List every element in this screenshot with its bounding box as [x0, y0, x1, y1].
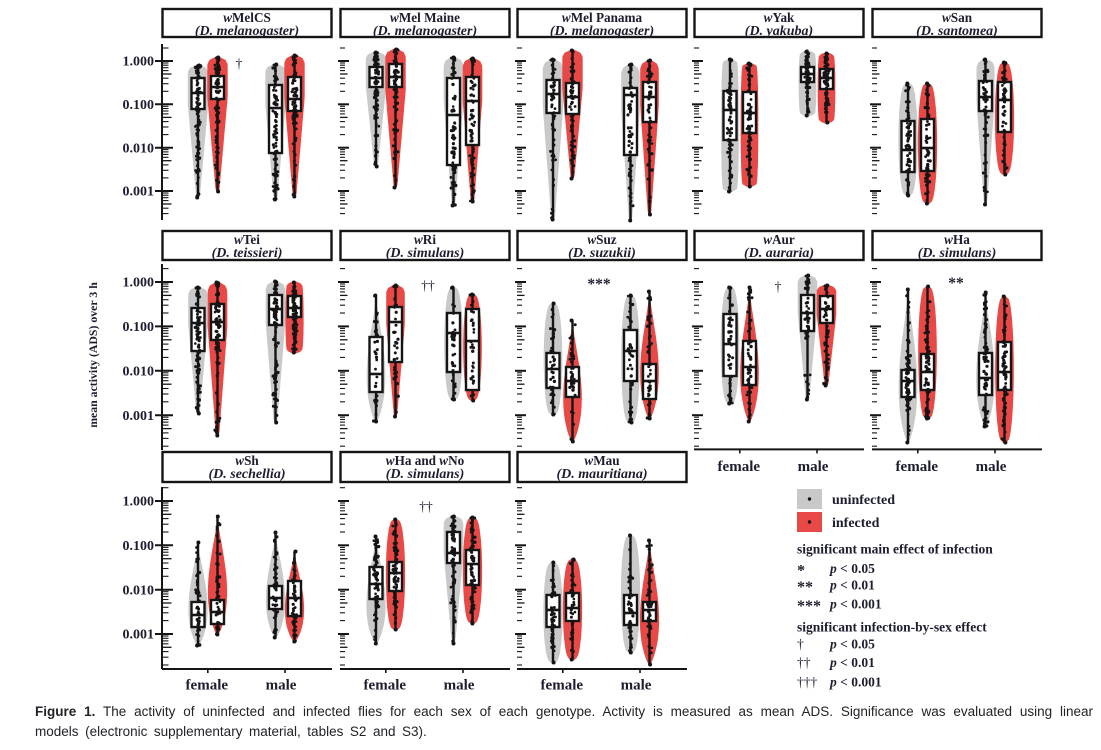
svg-text:female: female [541, 678, 584, 694]
svg-text:0.001: 0.001 [123, 628, 155, 643]
svg-text:uninfected: uninfected [832, 493, 895, 508]
svg-text:mean activity (ADS) over 3 h: mean activity (ADS) over 3 h [86, 282, 100, 428]
svg-text:(D. simulans): (D. simulans) [386, 467, 465, 482]
svg-text:1.000: 1.000 [123, 495, 155, 510]
svg-text:p < 0.01: p < 0.01 [829, 655, 875, 670]
svg-text:0.100: 0.100 [123, 539, 155, 554]
svg-text:wAur: wAur [763, 232, 795, 247]
svg-text:wMel Maine: wMel Maine [390, 10, 460, 25]
svg-text:†: † [236, 56, 243, 71]
svg-text:p < 0.01: p < 0.01 [829, 577, 875, 592]
svg-text:significant main effect of inf: significant main effect of infection [797, 542, 993, 557]
svg-text:0.010: 0.010 [123, 583, 155, 598]
svg-text:female: female [896, 459, 939, 475]
svg-text:(D. teissieri): (D. teissieri) [212, 246, 283, 261]
svg-text:wMau: wMau [584, 453, 619, 468]
svg-text:††: †† [421, 278, 435, 293]
svg-text:wSan: wSan [942, 10, 973, 25]
svg-text:(D. melanogaster): (D. melanogaster) [195, 24, 299, 39]
svg-text:**: ** [948, 275, 964, 292]
svg-text:(D. sechellia): (D. sechellia) [209, 467, 286, 482]
svg-text:p < 0.001: p < 0.001 [829, 597, 882, 612]
svg-text:female: female [186, 678, 229, 694]
svg-text:**: ** [797, 579, 813, 596]
svg-text:significant infection-by-sex e: significant infection-by-sex effect [797, 620, 987, 635]
svg-text:(D. melanogaster): (D. melanogaster) [550, 24, 654, 39]
svg-text:wYak: wYak [764, 10, 795, 25]
svg-text:(D. auraria): (D. auraria) [744, 246, 814, 261]
svg-text:***: *** [587, 276, 611, 293]
svg-text:wRi: wRi [414, 232, 436, 247]
svg-text:male: male [976, 459, 1007, 475]
svg-text:0.001: 0.001 [123, 185, 155, 200]
svg-text:wMel Panama: wMel Panama [562, 10, 643, 25]
svg-text:1.000: 1.000 [123, 55, 155, 70]
svg-text:female: female [364, 678, 407, 694]
svg-text:0.100: 0.100 [123, 98, 155, 113]
svg-text:(D. yakuba): (D. yakuba) [745, 24, 813, 39]
svg-text:p < 0.05: p < 0.05 [829, 636, 875, 651]
svg-text:†††: ††† [797, 675, 818, 690]
svg-text:(D. mauritiana): (D. mauritiana) [556, 467, 647, 482]
svg-text:*: * [797, 563, 805, 580]
svg-text:male: male [798, 459, 829, 475]
svg-text:wSuz: wSuz [587, 232, 616, 247]
svg-text:(D. simulans): (D. simulans) [386, 246, 465, 261]
svg-text:***: *** [797, 598, 821, 615]
svg-text:male: male [444, 678, 475, 694]
svg-text:wSh: wSh [235, 453, 259, 468]
svg-text:p < 0.001: p < 0.001 [829, 675, 882, 690]
svg-text:1.000: 1.000 [123, 276, 155, 291]
svg-text:infected: infected [832, 516, 880, 531]
svg-text:male: male [621, 678, 652, 694]
svg-text:†: † [797, 636, 804, 651]
svg-text:0.010: 0.010 [123, 141, 155, 156]
svg-text:wTei: wTei [234, 232, 260, 247]
svg-text:0.001: 0.001 [123, 409, 155, 424]
svg-text:(D. simulans): (D. simulans) [918, 246, 997, 261]
svg-text:(D. suzukii): (D. suzukii) [568, 246, 636, 261]
svg-text:†: † [775, 279, 782, 294]
svg-text:(D. melanogaster): (D. melanogaster) [373, 24, 477, 39]
svg-text:wMelCS: wMelCS [223, 10, 271, 25]
svg-text:wHa and wNo: wHa and wNo [386, 453, 465, 468]
svg-text:female: female [718, 459, 761, 475]
svg-text:††: †† [419, 499, 433, 514]
svg-text:male: male [266, 678, 297, 694]
svg-text:0.010: 0.010 [123, 365, 155, 380]
svg-text:p < 0.05: p < 0.05 [829, 561, 875, 576]
svg-text:0.100: 0.100 [123, 320, 155, 335]
svg-text:††: †† [797, 655, 811, 670]
svg-text:wHa: wHa [944, 232, 970, 247]
svg-text:(D. santomea): (D. santomea) [916, 24, 998, 39]
